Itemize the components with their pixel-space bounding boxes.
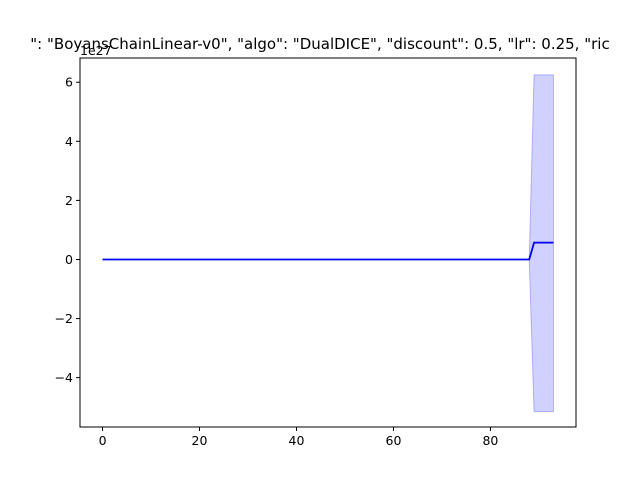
plot-frame: [79, 57, 577, 428]
y-tick-label: 4: [65, 134, 73, 149]
x-tick-label: 20: [192, 433, 208, 448]
x-tick-label: 40: [289, 433, 305, 448]
y-tick-label: 6: [65, 75, 73, 90]
x-tick-label: 0: [99, 433, 107, 448]
confidence-bands: [102, 74, 554, 413]
series-lines: [102, 241, 554, 261]
x-tick-label: 80: [482, 433, 498, 448]
x-axis-ticks: 0 20 40 60 80: [99, 427, 498, 448]
chart-title: ": "BoyansChainLinear-v0", "algo": "Dual…: [30, 35, 609, 53]
confidence-band-0: [102, 74, 554, 413]
y-tick-label: −4: [55, 370, 73, 385]
y-axis-ticks: −4 −2 0 2 4 6: [55, 75, 80, 385]
y-tick-label: 0: [65, 252, 73, 267]
series-line-0: [102, 241, 554, 261]
x-tick-label: 60: [386, 433, 402, 448]
y-offset-label: 1e27: [80, 43, 112, 58]
y-tick-label: −2: [55, 311, 73, 326]
y-tick-label: 2: [65, 193, 73, 208]
